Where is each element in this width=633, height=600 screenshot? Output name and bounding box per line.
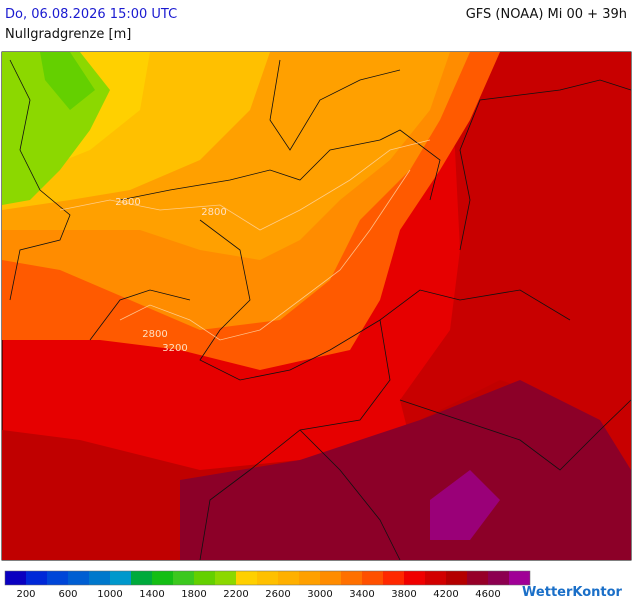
legend-swatch <box>467 571 488 585</box>
legend-swatch <box>404 571 425 585</box>
legend-label: 4200 <box>433 589 458 600</box>
contour-label: 2800 <box>201 207 226 218</box>
legend-swatch <box>110 571 131 585</box>
borders <box>9 59 632 561</box>
legend-label: 1400 <box>139 589 164 600</box>
legend-swatch <box>26 571 47 585</box>
legend-swatch <box>236 571 257 585</box>
legend-swatch <box>383 571 404 585</box>
legend-label: 2600 <box>265 589 290 600</box>
legend-swatch <box>5 571 26 585</box>
legend-swatch <box>446 571 467 585</box>
legend-label: 1000 <box>97 589 122 600</box>
legend-swatch <box>362 571 383 585</box>
contour-label: 2600 <box>115 197 140 208</box>
legend-label: 200 <box>16 589 35 600</box>
legend-swatch <box>425 571 446 585</box>
legend-label: 2200 <box>223 589 248 600</box>
contours <box>59 139 431 341</box>
brand: WetterKontor <box>522 585 623 600</box>
legend-label: 1800 <box>181 589 206 600</box>
parameter: Nullgradgrenze [m] <box>5 27 132 42</box>
legend-swatch <box>257 571 278 585</box>
region <box>180 380 631 560</box>
legend-swatch <box>320 571 341 585</box>
region <box>40 52 95 110</box>
contour-label: 2800 <box>142 329 167 340</box>
datetime: Do, 06.08.2026 15:00 UTC <box>5 7 178 22</box>
legend-label: 3000 <box>307 589 332 600</box>
legend-swatch <box>215 571 236 585</box>
legend-swatch <box>152 571 173 585</box>
legend-swatch <box>194 571 215 585</box>
legend-swatch <box>47 571 68 585</box>
legend-swatch <box>509 571 530 585</box>
legend-swatch <box>278 571 299 585</box>
legend-swatch <box>341 571 362 585</box>
legend-label: 4600 <box>475 589 500 600</box>
legend-label: 600 <box>58 589 77 600</box>
legend-label: 3800 <box>391 589 416 600</box>
legend-swatch <box>89 571 110 585</box>
legend-swatch <box>68 571 89 585</box>
region <box>430 470 500 540</box>
legend-swatch <box>131 571 152 585</box>
legend-swatch <box>299 571 320 585</box>
contour-label: 3200 <box>162 343 187 354</box>
model-run: GFS (NOAA) Mi 00 + 39h <box>465 7 627 22</box>
legend-swatch <box>488 571 509 585</box>
legend-swatch <box>173 571 194 585</box>
legend-label: 3400 <box>349 589 374 600</box>
legend-frame <box>4 570 531 586</box>
